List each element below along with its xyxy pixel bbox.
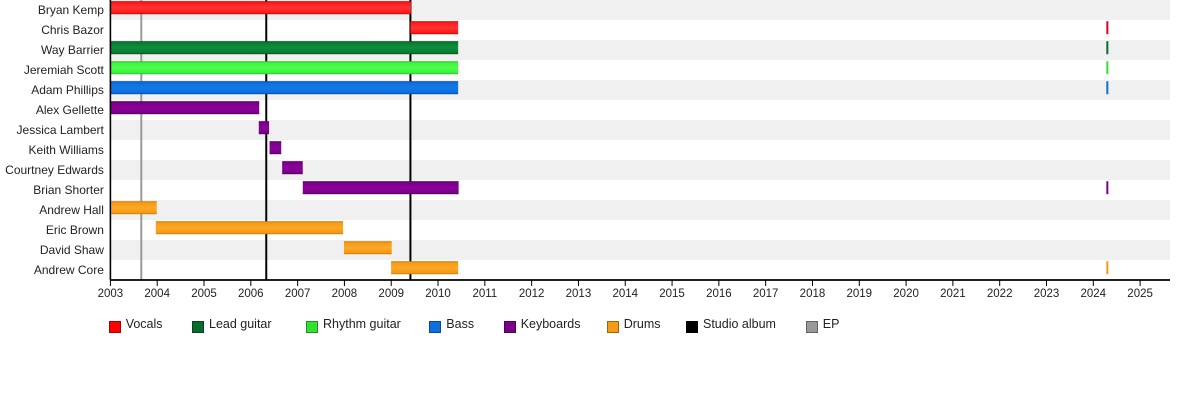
svg-text:2020: 2020	[893, 288, 919, 300]
svg-text:2024: 2024	[1081, 288, 1107, 300]
svg-text:2004: 2004	[144, 288, 170, 300]
svg-text:2010: 2010	[425, 288, 451, 300]
svg-text:2018: 2018	[800, 288, 826, 300]
svg-text:2005: 2005	[191, 288, 217, 300]
svg-text:2008: 2008	[332, 288, 358, 300]
svg-text:2007: 2007	[285, 288, 311, 300]
svg-text:2023: 2023	[1034, 288, 1060, 300]
svg-text:2017: 2017	[753, 288, 779, 300]
svg-text:2012: 2012	[519, 288, 545, 300]
svg-text:2014: 2014	[612, 288, 638, 300]
svg-text:2015: 2015	[659, 288, 685, 300]
svg-text:2025: 2025	[1127, 288, 1153, 300]
svg-text:2003: 2003	[98, 288, 124, 300]
svg-text:2011: 2011	[472, 288, 497, 300]
svg-text:2019: 2019	[846, 288, 872, 300]
svg-text:2013: 2013	[566, 288, 592, 300]
svg-text:2006: 2006	[238, 288, 264, 300]
svg-text:2016: 2016	[706, 288, 732, 300]
svg-text:2009: 2009	[378, 288, 404, 300]
svg-text:2021: 2021	[940, 288, 966, 300]
svg-text:2022: 2022	[987, 288, 1013, 300]
